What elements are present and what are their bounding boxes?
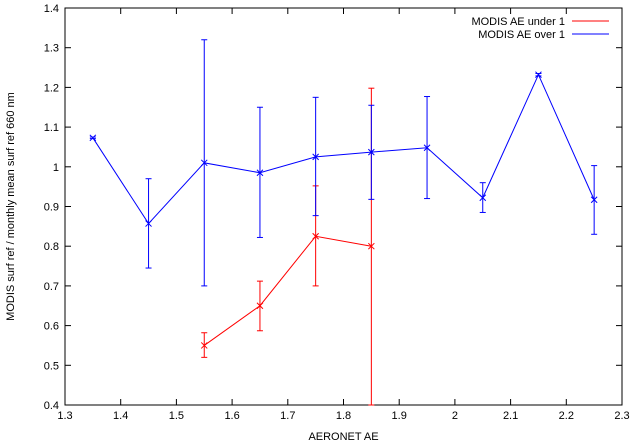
x-tick-label: 2.3 — [614, 410, 629, 422]
data-point — [145, 220, 152, 227]
x-tick-label: 1.3 — [57, 410, 72, 422]
legend-label: MODIS AE over 1 — [478, 29, 565, 41]
y-tick-label: 1.2 — [44, 82, 59, 94]
y-tick-label: 1.3 — [44, 43, 59, 55]
data-point — [312, 232, 320, 240]
y-tick-label: 0.7 — [44, 281, 59, 293]
x-tick-label: 1.7 — [280, 410, 295, 422]
data-point — [312, 153, 320, 161]
y-tick-label: 1.1 — [44, 122, 59, 134]
y-tick-label: 0.8 — [44, 241, 59, 253]
y-tick-label: 0.5 — [44, 360, 59, 372]
data-point — [367, 148, 375, 156]
axes-ticks: 1.3 1.4 1.5 1.6 1.7 1.8 1.9 2 2.1 2.2 2.3 0.4 0.5 0.6… — [44, 3, 630, 422]
y-tick-label: 0.9 — [44, 202, 59, 214]
data-point — [535, 71, 542, 79]
x-tick-label: 1.5 — [169, 410, 184, 422]
data-point — [367, 242, 375, 250]
data-point — [590, 196, 598, 204]
data-point — [89, 134, 97, 142]
y-tick-label: 0.6 — [44, 321, 59, 333]
data-point — [200, 342, 208, 349]
data-point — [423, 144, 431, 152]
y-axis-label: MODIS surf ref / monthly mean surf ref 6… — [5, 92, 17, 321]
x-tick-label: 1.8 — [336, 410, 351, 422]
x-tick-label: 1.4 — [113, 410, 128, 422]
x-tick-label: 2.1 — [503, 410, 518, 422]
x-tick-label: 2 — [452, 410, 458, 422]
legend-label: MODIS AE under 1 — [471, 16, 565, 28]
series-line — [203, 235, 372, 346]
x-tick-label: 1.9 — [392, 410, 407, 422]
x-tick-label: 2.2 — [559, 410, 574, 422]
x-tick-label: 1.6 — [224, 410, 239, 422]
series-ae-over-1 — [89, 39, 598, 287]
x-axis-label: AERONET AE — [308, 431, 378, 443]
data-point — [256, 302, 264, 310]
data-point — [256, 169, 264, 177]
y-tick-label: 1 — [53, 162, 59, 174]
y-tick-label: 1.4 — [44, 3, 59, 15]
data-point — [200, 159, 208, 167]
series-layer — [89, 39, 598, 406]
data-point — [479, 194, 487, 202]
y-tick-label: 0.4 — [44, 400, 59, 412]
series-line — [92, 73, 595, 225]
series-ae-under-1 — [200, 87, 375, 406]
